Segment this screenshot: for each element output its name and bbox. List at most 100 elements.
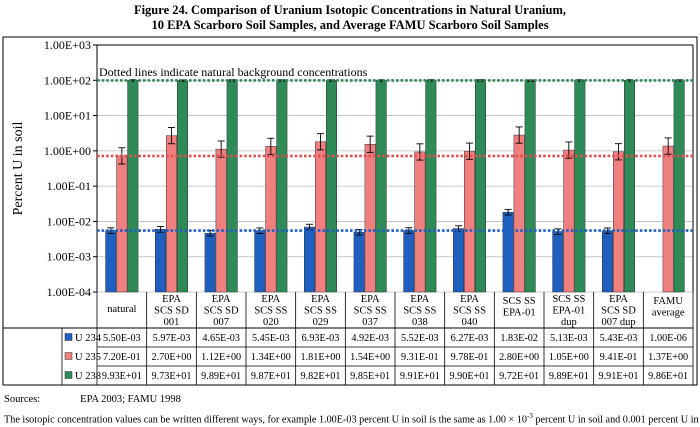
- chart-title: Figure 24. Comparison of Uranium Isotopi…: [0, 3, 700, 33]
- category-label: SCS SD: [601, 306, 636, 317]
- data-label: 9.41E-01: [600, 352, 638, 363]
- y-axis-label: Percent U in soil: [11, 122, 26, 216]
- category-label: SCS SS: [354, 306, 387, 317]
- data-label: 9.89E+01: [549, 371, 589, 382]
- bar-u234: [204, 232, 216, 293]
- data-label: 9.91E+01: [400, 371, 440, 382]
- category-label: average: [652, 308, 685, 319]
- bar-u235: [315, 141, 326, 293]
- chart-title-line2: 10 EPA Scarboro Soil Samples, and Averag…: [151, 18, 549, 32]
- sources-text: EPA 2003; FAMU 1998: [80, 394, 181, 405]
- data-label: 9.86E+01: [648, 371, 688, 382]
- bar-u235: [364, 143, 376, 293]
- bar-u235: [215, 148, 227, 293]
- data-label: 6.27E-03: [451, 333, 489, 344]
- category-label: SCS SS: [403, 306, 436, 317]
- category-label: 029: [313, 317, 329, 328]
- y-tick-label: 1.00E+02: [44, 73, 91, 87]
- bar-u238: [624, 80, 635, 293]
- category-label: 007 dup: [601, 317, 635, 328]
- bar-u238: [425, 80, 437, 293]
- y-tick-label: 1.00E+00: [44, 144, 91, 158]
- legend-swatch: [64, 333, 73, 341]
- data-label: 7.20E-01: [103, 352, 141, 363]
- data-label: 1.34E+00: [251, 352, 291, 363]
- y-tick-label: 1.00E-03: [47, 250, 91, 264]
- bar-u238: [524, 80, 536, 293]
- data-label: 9.87E+01: [251, 371, 291, 382]
- bar-u238: [127, 80, 139, 293]
- category-label: EPA: [609, 294, 628, 305]
- category-label: 038: [412, 317, 428, 328]
- data-label: 1.12E+00: [201, 352, 241, 363]
- bar-u235: [464, 150, 475, 293]
- data-label: 9.91E+01: [599, 371, 639, 382]
- bar-u238: [276, 80, 288, 293]
- legend-label: U 234: [75, 333, 102, 344]
- bar-u234: [353, 232, 365, 293]
- category-label: EPA: [212, 294, 231, 305]
- footnote-part1: The isotopic concentration values can be…: [4, 414, 527, 426]
- category-label: SCS SD: [154, 306, 189, 317]
- bar-u235: [513, 134, 525, 293]
- category-label: 040: [462, 317, 478, 328]
- category-label: 037: [362, 317, 378, 328]
- data-label: 9.78E-01: [451, 352, 489, 363]
- data-label: 2.70E+00: [152, 352, 192, 363]
- sources-line: Sources: EPA 2003; FAMU 1998: [4, 394, 181, 405]
- data-label: 5.13E-03: [550, 333, 588, 344]
- bar-u238: [226, 80, 238, 293]
- category-label: EPA-01: [552, 306, 585, 317]
- bar-u234: [105, 230, 117, 293]
- y-tick-label: 1.00E-02: [47, 214, 91, 228]
- bar-u238: [326, 80, 337, 293]
- bar-u235: [613, 151, 624, 293]
- data-label: 4.92E-03: [351, 333, 389, 344]
- bar-u234: [453, 228, 464, 293]
- category-label: EPA: [460, 294, 479, 305]
- data-label: 5.50E-03: [103, 333, 141, 344]
- bar-u238: [375, 80, 387, 293]
- bar-u235: [662, 145, 674, 293]
- bar-u238: [574, 80, 586, 293]
- data-label: 5.43E-03: [600, 333, 638, 344]
- category-label: natural: [107, 304, 136, 315]
- y-tick-label: 1.00E+03: [44, 38, 91, 52]
- data-label: 5.45E-03: [252, 333, 290, 344]
- data-label: 2.80E+00: [499, 352, 539, 363]
- footnote: The isotopic concentration values can be…: [4, 412, 700, 425]
- category-label: EPA: [410, 294, 429, 305]
- bar-u234: [602, 230, 613, 293]
- data-label: 1.54E+00: [350, 352, 390, 363]
- bar-u234: [254, 230, 266, 293]
- chart-title-line1: Figure 24. Comparison of Uranium Isotopi…: [133, 3, 567, 17]
- data-label: 9.72E+01: [499, 371, 539, 382]
- legend-label: U 238: [75, 371, 101, 382]
- category-label: 020: [263, 317, 279, 328]
- bar-u238: [177, 80, 188, 293]
- category-label: EPA: [361, 294, 380, 305]
- data-label: 5.52E-03: [401, 333, 439, 344]
- legend-swatch: [64, 371, 73, 379]
- data-label: 1.00E-06: [649, 333, 687, 344]
- bar-u235: [563, 149, 575, 293]
- data-label: 9.90E+01: [450, 371, 490, 382]
- category-label: SCS SS: [254, 306, 287, 317]
- category-label: 007: [213, 317, 229, 328]
- y-tick-label: 1.00E-04: [47, 285, 91, 299]
- category-label: FAMU: [653, 296, 683, 307]
- bar-u234: [155, 229, 166, 293]
- category-label: 001: [164, 317, 180, 328]
- data-label: 1.83E-02: [500, 333, 538, 344]
- data-label: 9.93E+01: [102, 371, 142, 382]
- y-tick-label: 1.00E-01: [47, 179, 91, 193]
- footnote-exponent: -3: [527, 412, 533, 420]
- bar-u238: [673, 80, 685, 293]
- sources-label: Sources:: [4, 394, 41, 405]
- data-label: 9.31E-01: [401, 352, 439, 363]
- legend-label: U 235: [75, 352, 101, 363]
- data-label: 5.97E-03: [153, 333, 191, 344]
- category-label: SCS SS: [453, 306, 486, 317]
- data-label: 9.85E+01: [350, 371, 390, 382]
